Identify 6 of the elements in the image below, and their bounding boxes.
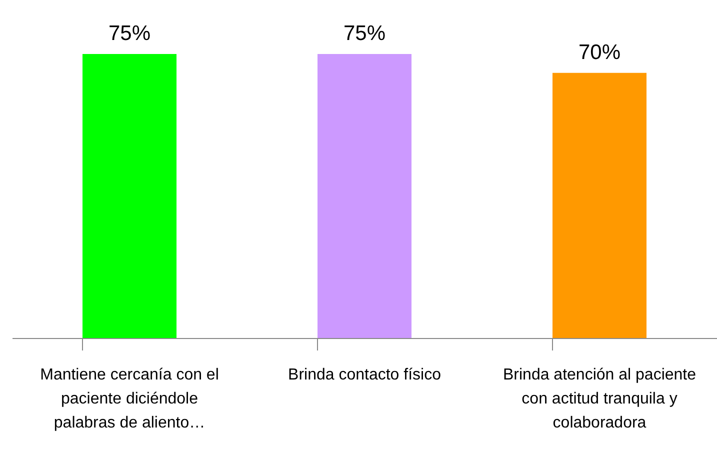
- data-label: 75%: [343, 22, 386, 45]
- x-tick-label: Mantiene cercanía con el paciente diciéndole palabras de aliento…: [40, 366, 219, 432]
- x-tick-label: Brinda contacto físico: [288, 366, 442, 384]
- data-label: 70%: [578, 40, 621, 64]
- x-tick-label: Brinda atención al paciente con actitud tranquila y colaboradora: [502, 366, 696, 432]
- data-label: 75%: [108, 22, 151, 45]
